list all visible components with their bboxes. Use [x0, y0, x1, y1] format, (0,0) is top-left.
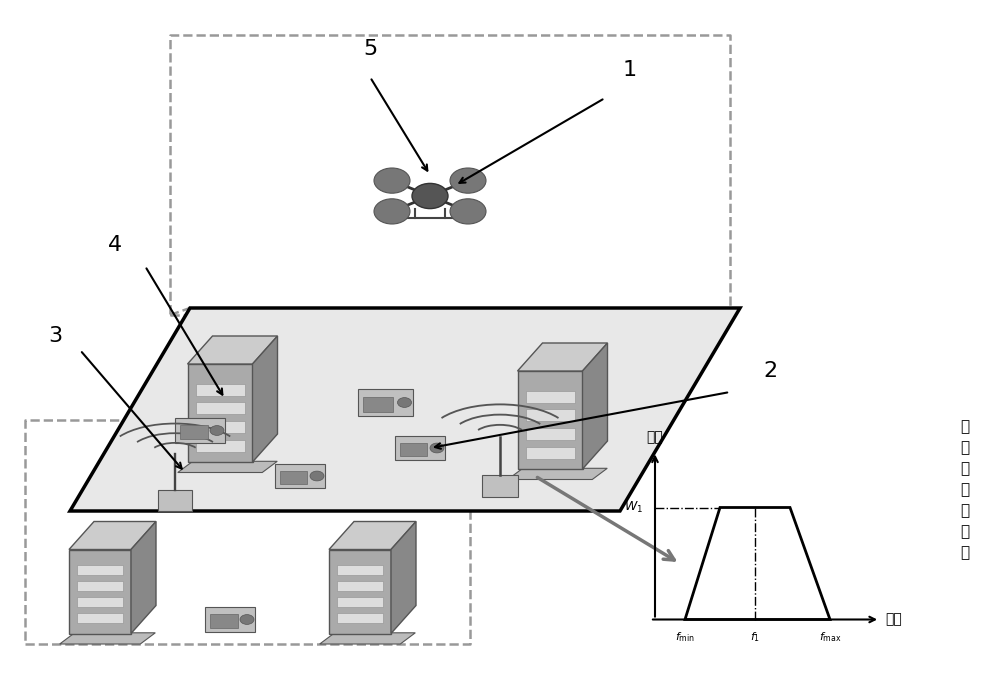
Bar — [77, 565, 123, 575]
Bar — [400, 442, 427, 456]
Bar — [158, 490, 192, 511]
Polygon shape — [508, 468, 607, 480]
Bar — [196, 421, 244, 433]
Bar — [526, 428, 575, 440]
Circle shape — [240, 615, 254, 624]
Bar — [362, 397, 393, 412]
Polygon shape — [252, 336, 278, 462]
Bar — [196, 402, 244, 414]
Bar — [210, 614, 238, 627]
Polygon shape — [582, 343, 608, 469]
Circle shape — [412, 183, 448, 209]
Text: $f_1$: $f_1$ — [750, 630, 760, 644]
Polygon shape — [60, 633, 155, 644]
Bar — [196, 384, 244, 395]
Circle shape — [430, 443, 444, 453]
Bar — [358, 389, 413, 416]
Text: 1: 1 — [623, 60, 637, 80]
Circle shape — [450, 168, 486, 193]
Circle shape — [398, 398, 412, 407]
Circle shape — [450, 199, 486, 224]
Polygon shape — [329, 550, 391, 634]
Bar — [526, 391, 575, 402]
Bar — [196, 440, 244, 452]
Bar — [337, 581, 383, 591]
Bar — [526, 447, 575, 459]
Bar — [77, 613, 123, 623]
Polygon shape — [518, 343, 608, 371]
Text: 5: 5 — [363, 39, 377, 59]
Text: 2: 2 — [763, 361, 777, 381]
Text: 频率: 频率 — [885, 612, 902, 626]
Text: $f_{\min}$: $f_{\min}$ — [675, 630, 695, 644]
Text: 3: 3 — [48, 326, 62, 346]
Bar — [337, 613, 383, 623]
Polygon shape — [69, 550, 131, 634]
Polygon shape — [518, 371, 582, 469]
Polygon shape — [70, 308, 740, 511]
Bar — [395, 435, 445, 461]
Bar — [180, 425, 208, 438]
Polygon shape — [178, 461, 277, 472]
Text: $W_1$: $W_1$ — [624, 500, 643, 515]
Polygon shape — [188, 336, 278, 364]
Text: 4: 4 — [108, 235, 122, 255]
Bar — [205, 607, 255, 631]
Text: 功
率
谱
密
度
示
例: 功 率 谱 密 度 示 例 — [960, 419, 970, 561]
Polygon shape — [320, 633, 415, 644]
Text: $f_{\max}$: $f_{\max}$ — [819, 630, 841, 644]
Bar — [77, 597, 123, 607]
Circle shape — [374, 199, 410, 224]
Bar — [337, 597, 383, 607]
Polygon shape — [391, 522, 416, 634]
Circle shape — [210, 426, 224, 435]
Polygon shape — [69, 522, 156, 550]
Bar — [482, 475, 518, 497]
Bar — [77, 581, 123, 591]
Bar — [280, 470, 307, 484]
Bar — [337, 565, 383, 575]
Bar — [275, 463, 325, 489]
Text: 功率: 功率 — [647, 430, 663, 444]
Polygon shape — [329, 522, 416, 550]
Bar — [526, 410, 575, 421]
Polygon shape — [131, 522, 156, 634]
Bar — [175, 418, 225, 443]
Circle shape — [310, 471, 324, 481]
Circle shape — [374, 168, 410, 193]
Polygon shape — [188, 364, 252, 462]
